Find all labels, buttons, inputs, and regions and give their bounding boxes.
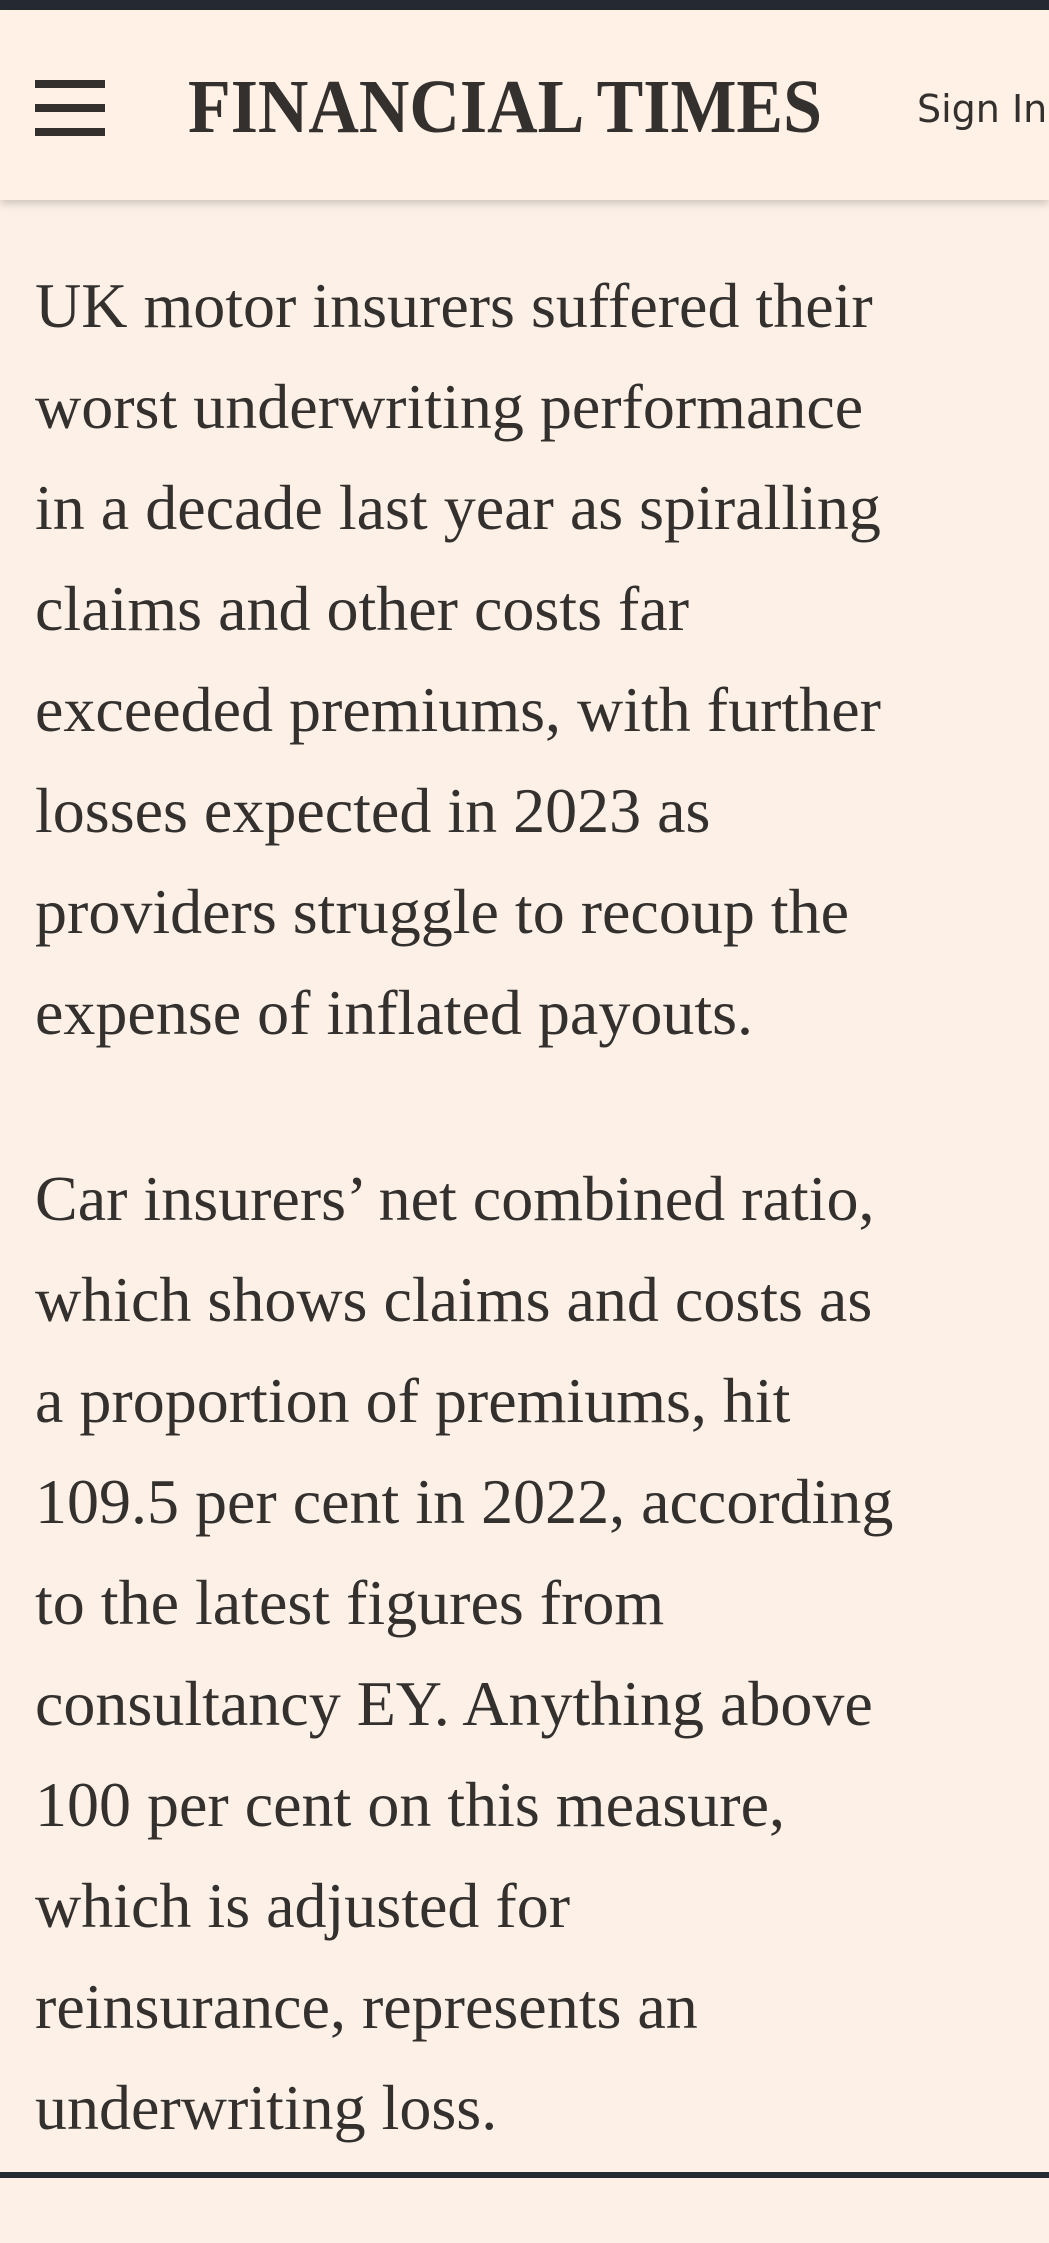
text-line: claims and other costs far [35, 573, 689, 644]
text-line: which shows claims and costs as [35, 1264, 873, 1335]
text-line: underwriting loss. [35, 2072, 498, 2143]
text-line: UK motor insurers suffered their [35, 270, 873, 341]
text-line: a proportion of premiums, hit [35, 1365, 791, 1436]
text-line: exceeded premiums, with further [35, 674, 881, 745]
text-line: to the latest figures from [35, 1567, 665, 1638]
text-line: reinsurance, represents an [35, 1971, 698, 2042]
text-line: consultancy EY. Anything above [35, 1668, 873, 1739]
status-bar [0, 0, 1049, 10]
text-line: 100 per cent on this measure, [35, 1769, 785, 1840]
text-line: in a decade last year as spiralling [35, 472, 881, 543]
text-line: worst underwriting performance [35, 371, 864, 442]
text-line: losses expected in 2023 as [35, 775, 711, 846]
text-line: providers struggle to recoup the [35, 876, 849, 947]
page: {"header": {"title": "FINANCIAL TIMES", … [0, 0, 1049, 2178]
menu-button[interactable] [35, 80, 105, 136]
bottom-bar [0, 2172, 1049, 2178]
text-line: expense of inflated payouts. [35, 977, 753, 1048]
sign-in-link[interactable]: Sign In [917, 87, 1048, 131]
text-line: which is adjusted for [35, 1870, 570, 1941]
site-header: FINANCIAL TIMES Sign In [0, 10, 1049, 200]
text-line: 109.5 per cent in 2022, according [35, 1466, 894, 1537]
paragraph: Car insurers’ net combined ratio, which s… [35, 1148, 1049, 2158]
text-line: Car insurers’ net combined ratio, [35, 1163, 875, 1234]
paragraph: UK motor insurers suffered their worst un… [35, 255, 1049, 1063]
site-logo[interactable]: FINANCIAL TIMES [188, 65, 822, 149]
article-body: UK motor insurers suffered their worst un… [35, 255, 1049, 2243]
